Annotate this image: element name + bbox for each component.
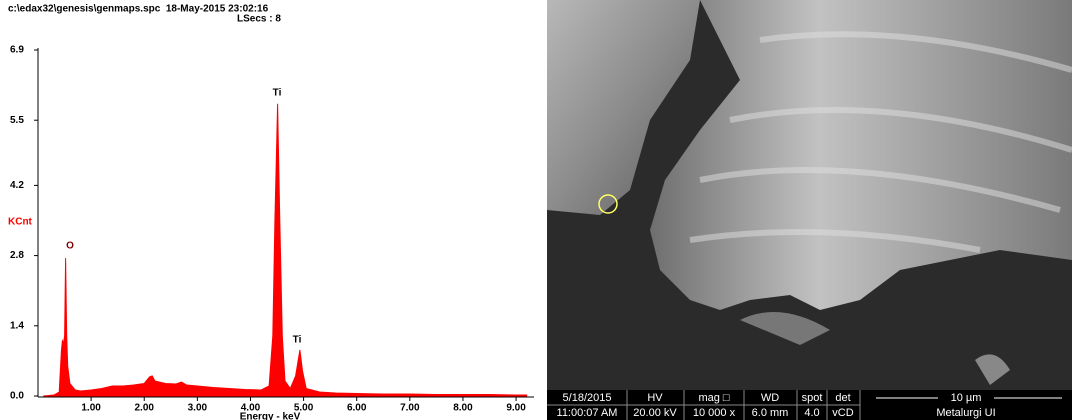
info-label: det [835,392,850,404]
info-time: 11:00:07 AM [557,407,618,419]
sem-marker [598,194,618,214]
peak-label: Ti [273,88,282,99]
sem-texture [689,31,1072,253]
x-tick-label: 8.00 [453,403,473,414]
sem-fragment [975,354,1010,385]
info-value: 6.0 mm [752,407,789,419]
y-tick-label: 4.2 [10,180,24,191]
info-label: WD [761,392,779,404]
peak-label: O [66,241,74,252]
sem-fiber-left [547,0,700,215]
chart-subtitle: LSecs : 8 [237,14,281,25]
info-label: spot [802,392,823,404]
sem-image [547,0,1072,390]
info-date: 5/18/2015 [563,392,612,404]
x-tick-label: 7.00 [400,403,420,414]
scale-label: 10 µm [951,392,982,404]
x-tick-label: 9.00 [506,403,526,414]
info-value: 20.00 kV [633,407,677,419]
chart-title: c:\edax32\genesis\genmaps.spc 18-May-201… [8,4,269,15]
x-tick-label: 3.00 [188,403,208,414]
info-value: 4.0 [804,407,819,419]
sem-fragment [740,312,830,345]
scale-bar-gap [938,392,994,404]
x-tick-label: 5.00 [294,403,314,414]
lab-name: Metalurgi UI [936,407,995,419]
info-value: vCD [832,407,853,419]
y-tick-label: 2.8 [10,250,24,261]
info-label: mag □ [698,392,729,404]
x-tick-label: 2.00 [135,403,155,414]
y-tick-label: 5.5 [10,115,24,126]
y-tick-label: 0.0 [10,391,24,402]
x-tick-label: 1.00 [81,403,101,414]
y-axis-label: KCnt [8,217,33,228]
peak-label: Ti [293,335,302,346]
x-axis-label: Energy - keV [240,412,301,420]
info-bar: 5/18/2015 11:00:07 AM HV 20.00 kV mag □ … [547,390,1072,420]
info-label: HV [647,392,663,404]
x-tick-label: 4.00 [241,403,261,414]
x-tick-label: 6.00 [347,403,367,414]
info-grid [547,390,861,420]
y-tick-label: 6.9 [10,45,24,56]
spectrum-area [43,103,528,397]
info-value: 10 000 x [693,407,736,419]
y-tick-label: 1.4 [10,320,24,331]
